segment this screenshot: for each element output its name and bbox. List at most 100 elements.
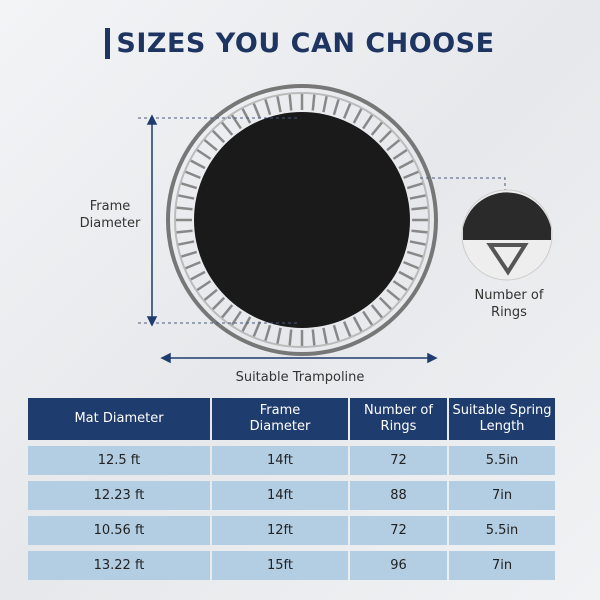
spring (178, 240, 195, 246)
table-cell-text: 7in (491, 488, 513, 503)
table-cell: 14ft (212, 481, 348, 510)
spring (411, 206, 428, 211)
table-cell: 12ft (212, 516, 348, 545)
table-cell-text: 14ft (267, 488, 293, 503)
spring (392, 148, 408, 160)
spring (176, 229, 193, 234)
spring (409, 240, 426, 246)
spring (342, 103, 352, 119)
spring (276, 327, 282, 344)
spring (406, 182, 423, 190)
spring (212, 296, 226, 310)
title-text: SIZES YOU CAN CHOOSE (105, 28, 495, 59)
spring (378, 296, 392, 310)
header-cell-text: Mat Diameter (74, 411, 164, 426)
spring (409, 194, 426, 200)
spring (332, 324, 340, 341)
spring (252, 103, 262, 119)
spring (196, 148, 212, 160)
spring (221, 304, 234, 319)
table-cell-text: 7in (491, 558, 513, 573)
arrows (146, 114, 438, 364)
spring (221, 121, 234, 136)
table-cell: 13.22 ft (28, 551, 210, 580)
table-cell: 5.5in (449, 446, 555, 475)
table-cell: 72 (350, 516, 447, 545)
table-cell-text: 13.22 ft (93, 558, 145, 573)
table-cell-text: 15ft (267, 558, 293, 573)
table-cell-text: 12.5 ft (97, 453, 141, 468)
spring (203, 139, 218, 152)
table-cell-text: 10.56 ft (93, 523, 145, 538)
spring (398, 270, 414, 281)
spring (398, 159, 414, 170)
inset-label: Number of Rings (474, 288, 544, 320)
title: SIZES YOU CAN CHOOSE (0, 28, 600, 59)
table-cell-text: 96 (390, 558, 407, 573)
spring (190, 270, 206, 281)
header-cell-text: Suitable Spring Length (452, 403, 552, 434)
table-cell: 96 (350, 551, 447, 580)
spring (370, 304, 383, 319)
spring (264, 99, 272, 116)
spring (181, 250, 198, 258)
spring (212, 130, 226, 144)
spring (241, 108, 252, 124)
spring (403, 170, 419, 180)
header-cell: Suitable Spring Length (449, 398, 555, 440)
spring (241, 316, 252, 332)
spring (311, 94, 316, 111)
spring (185, 260, 201, 270)
table-cell-text: 72 (390, 453, 407, 468)
table-cell: 10.56 ft (28, 516, 210, 545)
spring (322, 96, 328, 113)
frame-label: Frame Diameter (79, 199, 141, 231)
spring (352, 316, 363, 332)
table-cell: 14ft (212, 446, 348, 475)
table-cell-text: 88 (390, 488, 407, 503)
spring (406, 250, 423, 258)
spring (203, 288, 218, 301)
spring (252, 321, 262, 337)
spring (185, 170, 201, 180)
table-cell-text: 14ft (267, 453, 293, 468)
spring (176, 206, 193, 211)
header-cell-text: Number of Rings (364, 403, 433, 434)
spring (178, 194, 195, 200)
table-cell: 12.23 ft (28, 481, 210, 510)
spring (403, 260, 419, 270)
spring (288, 94, 293, 111)
bottom-label: Suitable Trampoline (235, 370, 365, 385)
header-cell: Mat Diameter (28, 398, 210, 440)
spring (276, 96, 282, 113)
table-cell: 72 (350, 446, 447, 475)
header-cell: Frame Diameter (212, 398, 348, 440)
table-cell-text: 12ft (267, 523, 293, 538)
spring (362, 310, 374, 326)
table-cell: 7in (449, 551, 555, 580)
spring (411, 229, 428, 234)
spring (386, 139, 401, 152)
table-cell-text: 72 (390, 523, 407, 538)
table-cell: 15ft (212, 551, 348, 580)
spring (311, 329, 316, 346)
spring (362, 114, 374, 130)
inset (461, 189, 553, 281)
spring (332, 99, 340, 116)
table-cell: 7in (449, 481, 555, 510)
spring (190, 159, 206, 170)
table-cell: 88 (350, 481, 447, 510)
spring (230, 310, 242, 326)
table-cell-text: 5.5in (485, 523, 519, 538)
header-cell: Number of Rings (350, 398, 447, 440)
spring (370, 121, 383, 136)
spring (230, 114, 242, 130)
spring (342, 321, 352, 337)
spring (352, 108, 363, 124)
spring (196, 280, 212, 292)
table-cell-text: 12.23 ft (93, 488, 145, 503)
spring (264, 324, 272, 341)
header-cell-text: Frame Diameter (249, 403, 311, 434)
spring (392, 280, 408, 292)
